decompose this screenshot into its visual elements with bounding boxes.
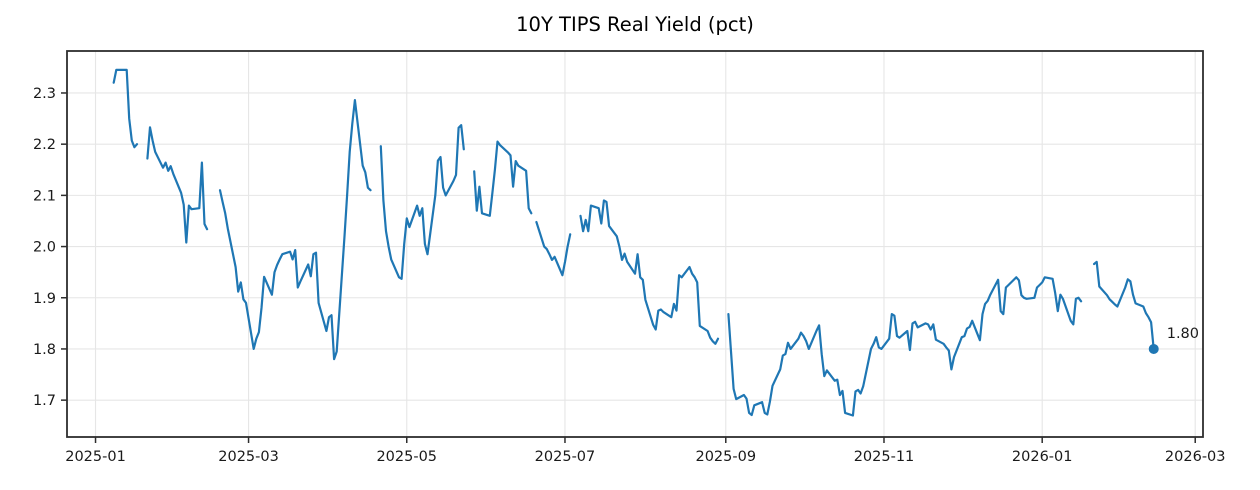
y-tick-label: 2.3 [33, 86, 56, 102]
axis-ticks [61, 92, 1196, 443]
last-value-marker [1148, 343, 1159, 354]
x-tick-label: 2025-09 [695, 449, 756, 465]
plot-spines [66, 50, 1204, 438]
x-tick-label: 2025-07 [535, 449, 596, 465]
yield-line [112, 68, 1155, 417]
y-tick-label: 2.2 [33, 137, 56, 153]
x-tick-label: 2025-05 [376, 449, 437, 465]
y-tick-label: 2.0 [33, 240, 56, 256]
y-tick-label: 1.7 [33, 393, 56, 409]
y-tick-label: 1.9 [33, 291, 56, 307]
x-tick-label: 2025-03 [218, 449, 279, 465]
x-tick-label: 2026-03 [1165, 449, 1226, 465]
chart-title: 10Y TIPS Real Yield (pct) [516, 13, 754, 36]
x-tick-label: 2025-11 [854, 449, 915, 465]
y-tick-label: 2.1 [33, 188, 56, 204]
x-tick-label: 2025-01 [65, 449, 126, 465]
y-tick-label: 1.8 [33, 342, 56, 358]
grid-lines [67, 51, 1203, 437]
x-tick-label: 2026-01 [1012, 449, 1073, 465]
plot-border [66, 50, 1204, 438]
axis-tick-labels: 2.3 2.2 2.1 2.0 1.9 1.8 1.7 2025-01 2025-03 2025-… [33, 86, 1226, 465]
last-value-annotation: 1.80 [1167, 326, 1199, 342]
data-series: 1.80 [112, 68, 1199, 417]
